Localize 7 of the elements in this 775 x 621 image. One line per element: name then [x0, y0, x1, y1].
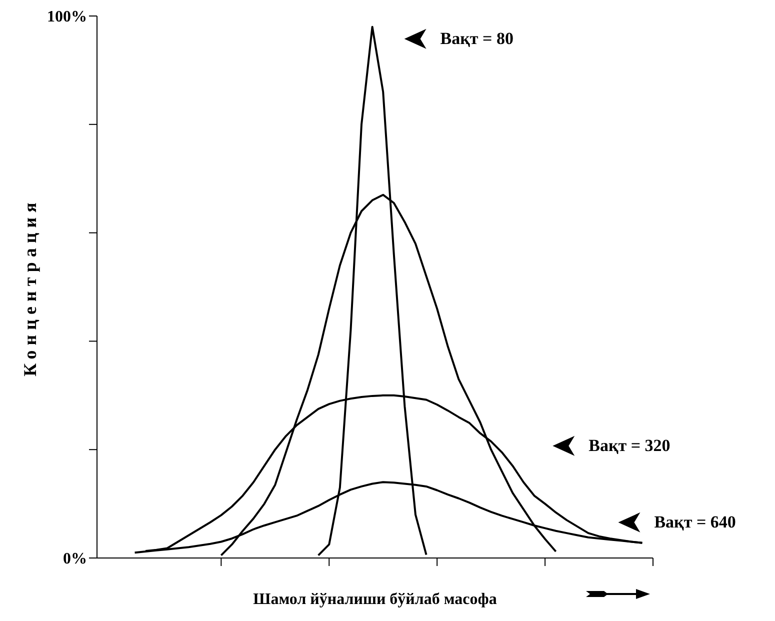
legend-label: Вақт = 320	[588, 436, 670, 455]
y-tick-label: 0%	[63, 550, 87, 568]
legend-label: Вақт = 640	[654, 512, 736, 532]
legend-label: Вақт = 80	[440, 28, 514, 48]
x-axis-title: Шамол йўналиши бўйлаб масофа	[253, 591, 497, 608]
y-tick-label: 100%	[47, 8, 87, 26]
y-axis-title: Концентрация	[20, 198, 40, 376]
